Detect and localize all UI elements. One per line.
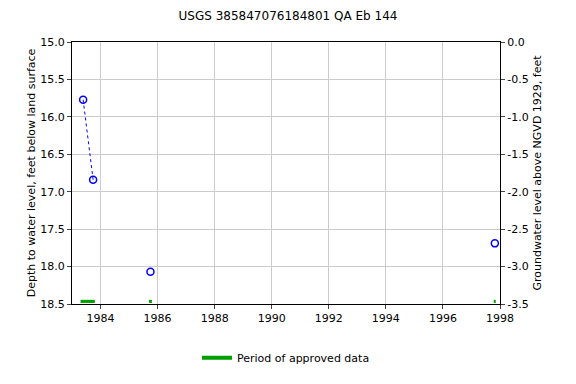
svg-text:1988: 1988: [201, 312, 229, 325]
svg-text:18.0: 18.0: [40, 260, 65, 273]
svg-text:1992: 1992: [315, 312, 343, 325]
svg-text:-2.5: -2.5: [507, 223, 528, 236]
svg-text:1990: 1990: [258, 312, 286, 325]
svg-text:1996: 1996: [429, 312, 457, 325]
svg-text:-3.5: -3.5: [507, 298, 528, 311]
svg-text:1998: 1998: [486, 312, 514, 325]
svg-text:17.5: 17.5: [40, 223, 65, 236]
svg-text:17.0: 17.0: [40, 186, 65, 199]
svg-text:15.0: 15.0: [40, 36, 65, 49]
svg-text:1986: 1986: [144, 312, 172, 325]
svg-text:-1.5: -1.5: [507, 148, 528, 161]
svg-text:Depth to water level, feet bel: Depth to water level, feet below land su…: [25, 48, 38, 297]
svg-text:16.0: 16.0: [40, 111, 65, 124]
svg-text:-1.0: -1.0: [507, 111, 528, 124]
svg-text:Period of approved data: Period of approved data: [237, 352, 369, 365]
svg-text:18.5: 18.5: [40, 298, 65, 311]
svg-text:16.5: 16.5: [40, 148, 65, 161]
svg-text:0.0: 0.0: [507, 36, 525, 49]
svg-text:-3.0: -3.0: [507, 260, 528, 273]
svg-text:Groundwater level above NGVD 1: Groundwater level above NGVD 1929, feet: [531, 55, 544, 291]
svg-text:-2.0: -2.0: [507, 186, 528, 199]
svg-text:-0.5: -0.5: [507, 73, 528, 86]
svg-text:USGS 385847076184801 QA Eb 144: USGS 385847076184801 QA Eb 144: [179, 9, 398, 23]
svg-text:1984: 1984: [87, 312, 115, 325]
svg-text:1994: 1994: [372, 312, 400, 325]
svg-text:15.5: 15.5: [40, 73, 65, 86]
